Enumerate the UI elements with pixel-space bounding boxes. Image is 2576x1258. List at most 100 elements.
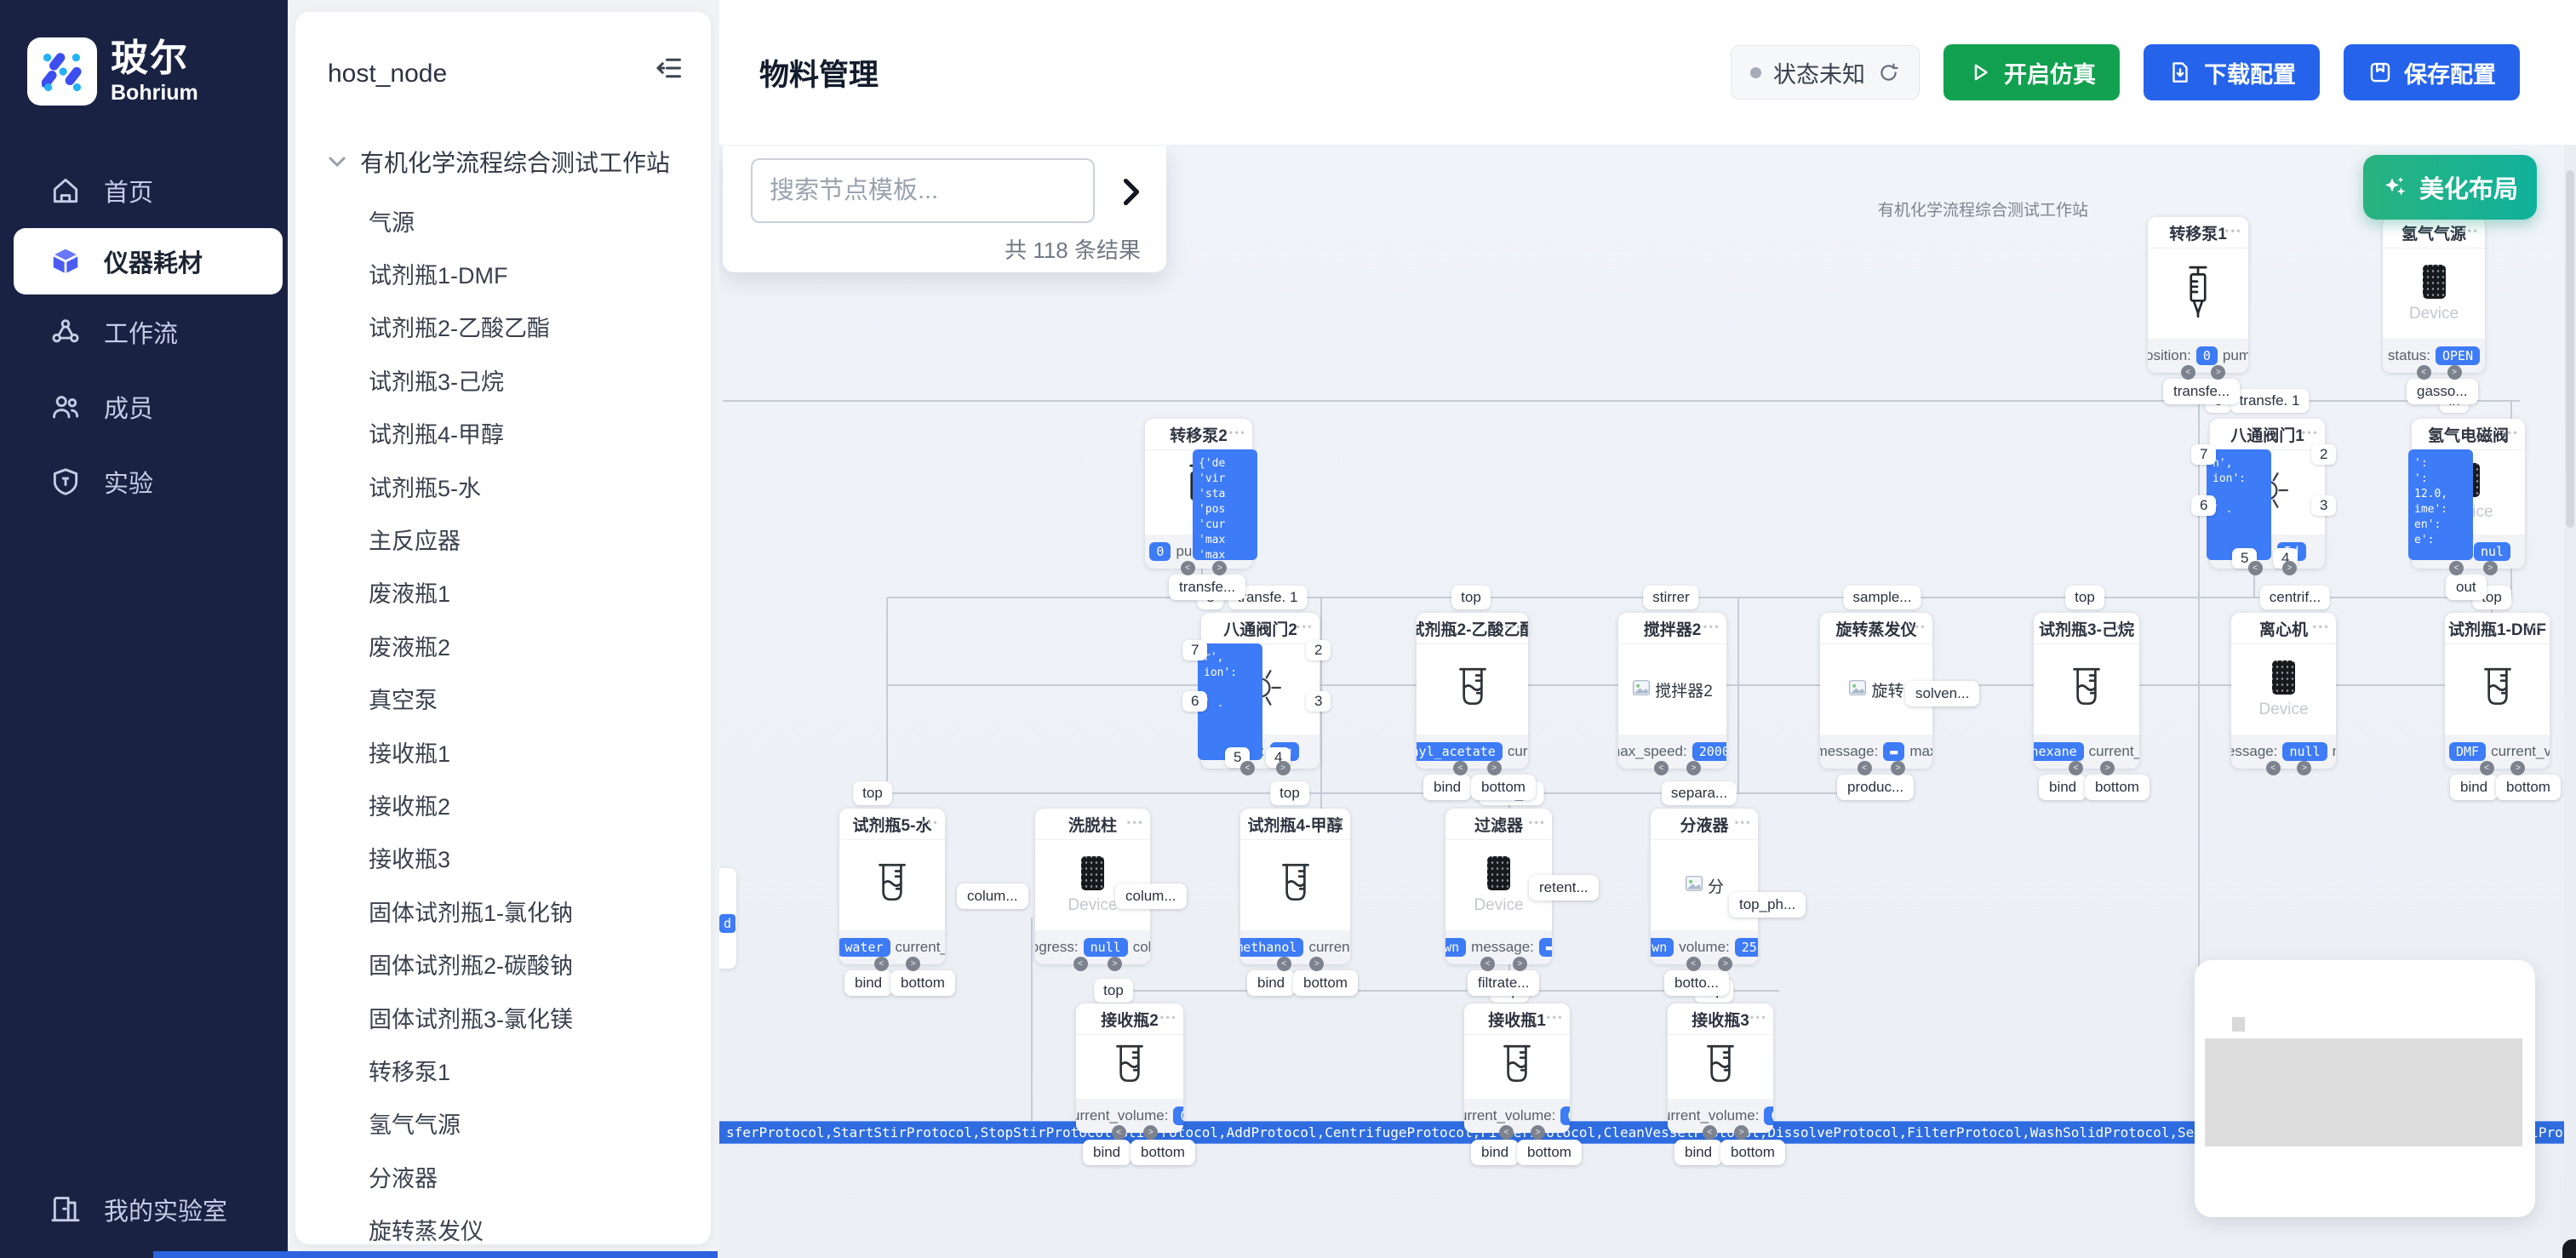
node-menu-icon[interactable]: ●●●	[2461, 226, 2479, 235]
tree-item-转移泵1[interactable]: 转移泵1	[295, 1044, 711, 1096]
connector-handle[interactable]: <	[1702, 1125, 1717, 1140]
node-接收瓶1[interactable]: 接收瓶1●●●current_volume:0bindbottom<>	[1464, 1004, 1582, 1165]
port-bind[interactable]: bind	[2450, 775, 2499, 800]
sidebar-item-my-lab[interactable]: 我的实验室	[49, 1192, 227, 1227]
port-bottom[interactable]: bottom	[2496, 775, 2561, 800]
connector-handle[interactable]: >	[1108, 957, 1123, 971]
status-badge[interactable]: 状态未知	[1731, 45, 1920, 100]
minimap-viewport[interactable]	[2205, 1038, 2522, 1146]
tree-item-接收瓶1[interactable]: 接收瓶1	[295, 725, 711, 778]
port-bind[interactable]: bind	[1247, 970, 1296, 996]
node-转移泵1[interactable]: 转移泵1●●● position:0pump transfe...< >	[2148, 217, 2248, 404]
valve-port-7[interactable]: 7	[1182, 640, 1208, 660]
node-menu-icon[interactable]: ●●●	[1159, 1013, 1177, 1021]
connector-handle[interactable]: <	[2479, 761, 2494, 775]
canvas-scrollbar-thumb[interactable]	[2566, 170, 2574, 528]
connector-handle[interactable]: <	[1686, 957, 1701, 971]
connector-handle[interactable]: <	[2068, 761, 2083, 775]
port-filtrate...[interactable]: filtrate...	[1468, 970, 1540, 996]
connector-handle[interactable]: >	[1143, 1125, 1159, 1140]
port-colum...[interactable]: colum...	[957, 883, 1028, 909]
connector-handle[interactable]: <	[1480, 957, 1496, 971]
tree-item-废液瓶1[interactable]: 废液瓶1	[295, 566, 711, 619]
node-menu-icon[interactable]: ●●●	[1528, 818, 1546, 826]
port-out[interactable]: out	[2446, 575, 2487, 600]
chevron-right-icon[interactable]	[1120, 175, 1142, 206]
connector-handle[interactable]: <	[2416, 365, 2431, 380]
tree-root-workstation[interactable]: 有机化学流程综合测试工作站	[295, 136, 711, 187]
node-试剂瓶2-乙酸乙酯[interactable]: 试剂瓶2-乙酸乙酯●●●hyl_acetatecurrebindbottom<>	[1417, 613, 1536, 800]
tree-item-分液器[interactable]: 分液器	[295, 1150, 711, 1203]
port-bind[interactable]: bind	[2039, 775, 2087, 800]
connector-handle[interactable]: >	[2282, 561, 2298, 575]
connector-handle[interactable]: >	[1486, 761, 1502, 775]
node-氢气电磁阀[interactable]: 氢气电磁阀●●●Devicestatus:nul':':12.0,ime':en…	[2408, 419, 2525, 600]
node-menu-icon[interactable]: ●●●	[1749, 1013, 1767, 1021]
node-menu-icon[interactable]: ●●●	[2301, 428, 2319, 437]
connector-handle[interactable]: <	[1111, 1125, 1126, 1140]
开启仿真-button[interactable]: 开启仿真	[1943, 44, 2120, 100]
node-旋转蒸发仪[interactable]: 旋转蒸发仪●●● 旋转 message:▬max produc... solven...…	[1820, 613, 1980, 800]
connector-handle[interactable]: <	[873, 957, 889, 971]
connector-handle[interactable]: >	[1686, 761, 1701, 775]
valve-port-7[interactable]: 7	[2191, 444, 2217, 465]
node-洗脱柱[interactable]: 洗脱柱 ●●● Device rogress:nullcolu colum... colu…	[957, 809, 1187, 971]
connector-handle[interactable]: >	[1512, 957, 1527, 971]
port-bind[interactable]: bind	[1083, 1140, 1131, 1165]
port-gasso...[interactable]: gasso...	[2407, 379, 2478, 404]
canvas-scrollbar[interactable]	[2564, 145, 2576, 1258]
connector-handle[interactable]: >	[1891, 761, 1906, 775]
connector-handle[interactable]: >	[1531, 1125, 1546, 1140]
tree-item-气源[interactable]: 气源	[295, 194, 711, 247]
port-solven...[interactable]: solven...	[1905, 681, 1980, 706]
port-bottom[interactable]: bottom	[890, 970, 955, 996]
port-bottom[interactable]: bottom	[1293, 970, 1358, 996]
node-搅拌器2[interactable]: 搅拌器2●●●搅拌器2max_speed:2000<>	[1618, 613, 1726, 775]
tree-item-固体试剂瓶3-氯化镁[interactable]: 固体试剂瓶3-氯化镁	[295, 991, 711, 1044]
indent-collapse-icon[interactable]	[653, 53, 684, 83]
node-menu-icon[interactable]: ●●●	[1228, 428, 1246, 437]
tree-item-真空泵[interactable]: 真空泵	[295, 672, 711, 725]
node-过滤器[interactable]: 过滤器 ●●● Device wn message: ▬ filtrate... retent…	[1445, 809, 1599, 996]
search-input[interactable]	[751, 158, 1095, 223]
port-bind[interactable]: bind	[1471, 1140, 1520, 1165]
connector-handle[interactable]: >	[906, 957, 921, 971]
node-menu-icon[interactable]: ●●●	[2224, 226, 2242, 235]
node-离心机[interactable]: 离心机●●●Devicemessage:nullma<>	[2231, 613, 2336, 775]
valve-port-3[interactable]: 3	[2311, 495, 2337, 516]
node-接收瓶3[interactable]: 接收瓶3●●●current_volume:0bindbottom<>	[1668, 1004, 1785, 1165]
node-转移泵2[interactable]: 转移泵2●●●0pump_info:{'de'vir'sta'pos'cur'm…	[1145, 419, 1257, 600]
connector-handle[interactable]: <	[1498, 1125, 1514, 1140]
sidebar-item-成员[interactable]: 成员	[0, 369, 288, 444]
connector-handle[interactable]: >	[2211, 365, 2226, 380]
tree-item-旋转蒸发仪[interactable]: 旋转蒸发仪	[295, 1203, 711, 1244]
port-botto...[interactable]: botto...	[1664, 970, 1729, 996]
tree-item-试剂瓶5-水[interactable]: 试剂瓶5-水	[295, 460, 711, 512]
tree-item-试剂瓶1-DMF[interactable]: 试剂瓶1-DMF	[295, 247, 711, 300]
tree-item-接收瓶2[interactable]: 接收瓶2	[295, 778, 711, 831]
tree-item-固体试剂瓶2-碳酸钠[interactable]: 固体试剂瓶2-碳酸钠	[295, 937, 711, 990]
valve-port-3[interactable]: 3	[1306, 691, 1331, 712]
tree-item-氢气气源[interactable]: 氢气气源	[295, 1097, 711, 1150]
connector-handle[interactable]: >	[2447, 365, 2462, 380]
connector-handle[interactable]: >	[1275, 761, 1291, 775]
sidebar-item-工作流[interactable]: 工作流	[0, 294, 288, 369]
port-bottom[interactable]: bottom	[1471, 775, 1536, 800]
connector-handle[interactable]: >	[2100, 761, 2115, 775]
connector-handle[interactable]: <	[2180, 365, 2195, 380]
tree-item-试剂瓶3-己烷[interactable]: 试剂瓶3-己烷	[295, 353, 711, 406]
connector-handle[interactable]: <	[1857, 761, 1872, 775]
port-bind[interactable]: bind	[1674, 1140, 1723, 1165]
node-menu-icon[interactable]: ●●●	[2526, 622, 2544, 631]
node-menu-icon[interactable]: ●●●	[921, 818, 939, 826]
port-bottom[interactable]: bottom	[1131, 1140, 1195, 1165]
node-menu-icon[interactable]: ●●●	[1703, 622, 1720, 631]
connector-handle[interactable]: <	[1239, 761, 1255, 775]
port-bind[interactable]: bind	[1423, 775, 1472, 800]
node-menu-icon[interactable]: ●●●	[2501, 428, 2519, 437]
